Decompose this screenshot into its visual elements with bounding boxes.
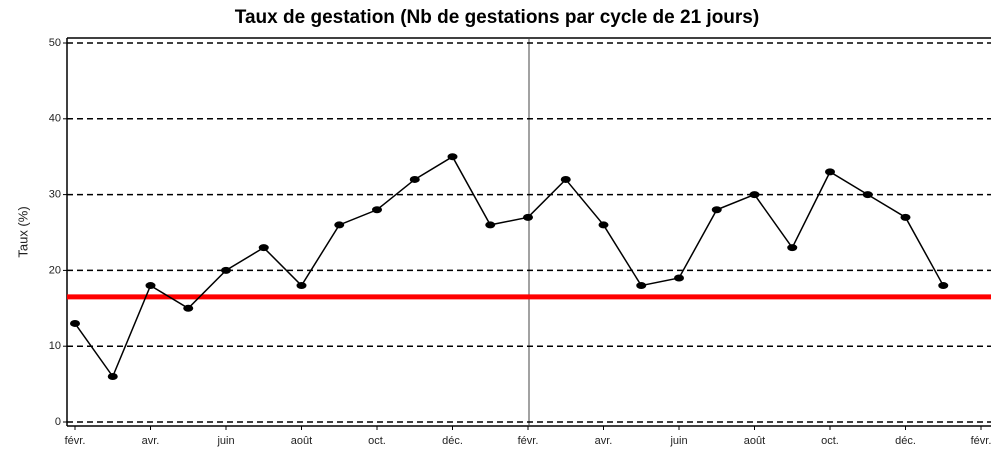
data-point [674, 274, 684, 282]
x-tick-label: févr. [518, 435, 539, 447]
y-axis-label: Taux (%) [15, 206, 30, 257]
data-point [485, 221, 496, 229]
y-tick-label: 30 [49, 189, 61, 201]
x-tick-label: avr. [142, 435, 160, 447]
x-tick-label: oct. [368, 435, 386, 447]
data-point [258, 244, 269, 252]
data-point [70, 319, 80, 327]
x-tick-label: juin [669, 435, 687, 447]
chart-title: Taux de gestation (Nb de gestations par … [235, 7, 759, 28]
data-point [749, 191, 760, 199]
data-point [560, 175, 571, 183]
data-point [409, 175, 420, 183]
x-tick-label: avr. [595, 435, 613, 447]
data-point [598, 221, 609, 229]
data-point [107, 373, 118, 381]
data-point [900, 213, 911, 221]
x-tick-label: juin [216, 435, 234, 447]
data-point [145, 282, 156, 290]
x-tick-label: oct. [821, 435, 839, 447]
data-point [296, 282, 307, 290]
data-point [938, 282, 949, 290]
data-point [787, 244, 798, 252]
data-point [183, 304, 194, 312]
x-tick-label: août [291, 435, 312, 447]
y-tick-label: 40 [49, 113, 61, 125]
x-tick-label: déc. [895, 435, 916, 447]
y-tick-label: 0 [55, 416, 61, 428]
data-point [711, 206, 722, 214]
x-tick-label: févr. [65, 435, 86, 447]
x-tick-label: août [744, 435, 765, 447]
x-tick-label: févr. [971, 435, 991, 447]
data-point [636, 282, 647, 290]
y-tick-label: 10 [49, 340, 61, 352]
series-line [74, 155, 944, 379]
data-point [334, 221, 345, 229]
x-tick-label: déc. [442, 435, 463, 447]
data-point [862, 191, 873, 199]
data-point [447, 153, 458, 161]
y-tick-label: 50 [49, 37, 61, 49]
data-point [825, 168, 835, 176]
data-point [523, 213, 533, 221]
y-tick-label: 20 [49, 264, 61, 276]
data-point [221, 266, 231, 274]
data-point [372, 206, 382, 214]
